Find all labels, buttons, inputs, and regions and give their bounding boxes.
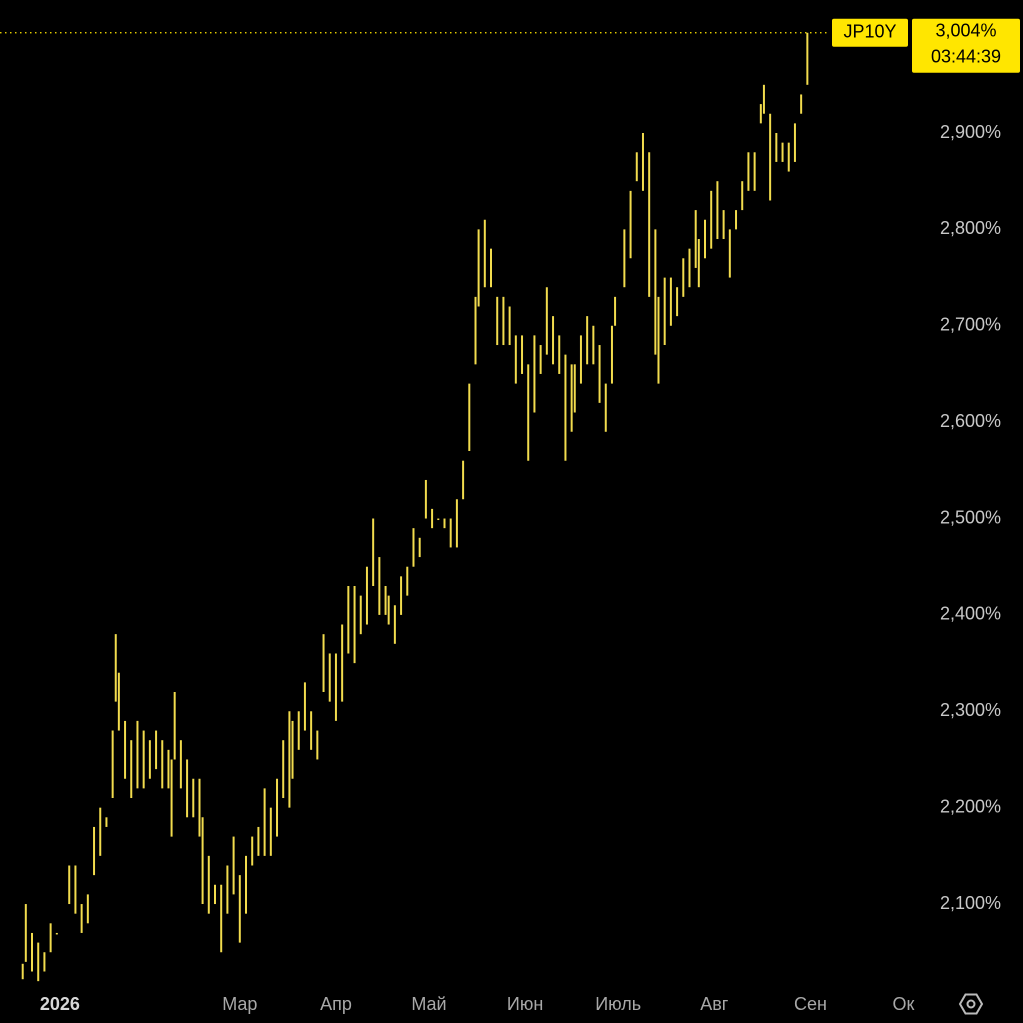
symbol-label: JP10Y	[843, 22, 896, 42]
x-tick-label: Авг	[700, 994, 729, 1014]
y-tick-label: 2,900%	[940, 122, 1001, 142]
y-tick-label: 2,200%	[940, 796, 1001, 816]
y-tick-label: 2,300%	[940, 700, 1001, 720]
settings-dot	[966, 999, 976, 1009]
x-tick-label: Сен	[794, 994, 827, 1014]
x-tick-label: Июль	[595, 994, 641, 1014]
x-tick-label: Апр	[320, 994, 352, 1014]
y-tick-label: 2,500%	[940, 507, 1001, 527]
y-tick-label: 2,800%	[940, 218, 1001, 238]
y-tick-label: 2,400%	[940, 604, 1001, 624]
y-tick-label: 2,700%	[940, 315, 1001, 335]
x-tick-label: Ок	[893, 994, 915, 1014]
x-tick-label: Мар	[222, 994, 257, 1014]
y-tick-label: 2,600%	[940, 411, 1001, 431]
price-tag	[912, 18, 1020, 73]
time-label: 03:44:39	[931, 47, 1001, 67]
settings-hexagon	[958, 993, 984, 1015]
x-tick-label: Май	[411, 994, 446, 1014]
symbol-tag	[832, 18, 908, 47]
y-tick-label: 2,100%	[940, 893, 1001, 913]
x-tick-label: Июн	[507, 994, 543, 1014]
last-price-label: 3,004%	[935, 21, 996, 41]
x-tick-label: 2026	[40, 994, 80, 1014]
settings-icon[interactable]	[958, 993, 984, 1015]
